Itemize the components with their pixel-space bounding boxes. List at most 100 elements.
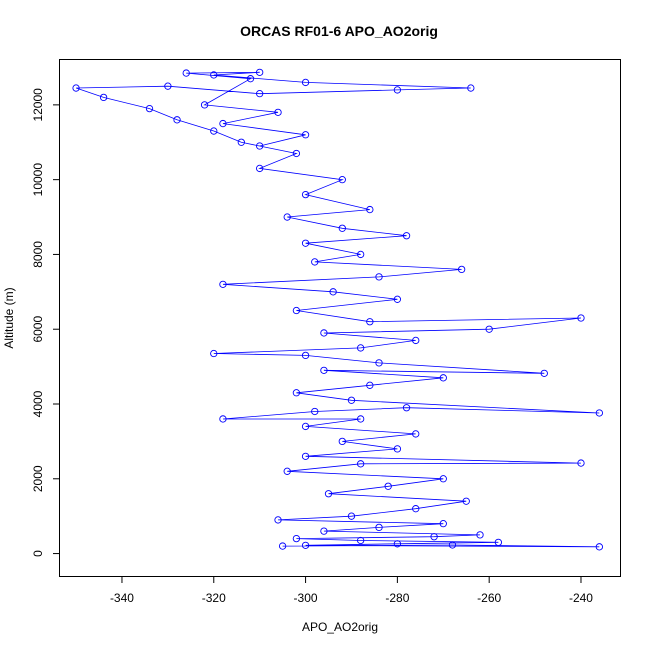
y-tick-label: 2000: [31, 465, 45, 492]
y-axis: 0 2000 4000 6000 8000 10000 12000: [31, 88, 60, 557]
data-point: [301, 190, 310, 199]
data-point: [412, 336, 420, 345]
data-point: [393, 445, 402, 453]
data-point: [375, 523, 383, 532]
chart-title: ORCAS RF01-6 APO_AO2orig: [240, 23, 438, 39]
data-point: [72, 84, 80, 92]
data-point: [200, 101, 209, 109]
data-point: [173, 116, 181, 124]
data-point: [476, 531, 484, 539]
data-point: [301, 78, 310, 87]
data-point: [448, 541, 457, 549]
data-point: [457, 265, 466, 274]
data-point: [301, 131, 310, 139]
data-point: [301, 351, 310, 360]
data-point: [366, 318, 374, 326]
data-point: [219, 280, 227, 288]
data-point: [301, 452, 310, 460]
data-point: [292, 149, 301, 158]
data-point: [237, 138, 245, 146]
x-tick-label: -320: [202, 591, 226, 605]
data-point: [347, 396, 356, 404]
data-point: [338, 437, 346, 446]
data-point: [329, 288, 337, 296]
data-point: [412, 430, 420, 438]
data-point: [256, 164, 264, 173]
data-point: [595, 543, 603, 551]
data-point: [145, 104, 154, 113]
data-point: [347, 512, 356, 520]
x-tick-label: -240: [569, 591, 593, 605]
series-line: [75, 71, 600, 548]
data-point: [182, 69, 190, 77]
data-point: [219, 119, 227, 128]
data-point: [439, 374, 447, 382]
y-tick-label: 4000: [31, 390, 45, 417]
data-point: [595, 409, 603, 417]
series-layer: [72, 68, 603, 551]
data-point: [324, 490, 333, 498]
data-point: [439, 520, 447, 528]
data-point: [274, 108, 282, 116]
data-point: [301, 422, 310, 431]
data-point: [164, 82, 172, 90]
data-point: [439, 475, 447, 483]
data-point: [384, 482, 392, 490]
x-tick-label: -300: [294, 591, 318, 605]
data-point: [357, 250, 365, 259]
data-point: [210, 71, 218, 79]
data-point: [338, 224, 346, 232]
data-point: [320, 329, 328, 337]
data-point: [402, 404, 411, 412]
x-axis-label: APO_AO2orig: [302, 620, 378, 634]
data-point: [393, 295, 402, 303]
data-point: [274, 516, 282, 524]
x-tick-label: -260: [477, 591, 501, 605]
data-point: [375, 359, 383, 367]
data-point: [338, 176, 346, 184]
data-point: [375, 273, 383, 281]
data-point: [393, 540, 402, 548]
data-point: [357, 536, 365, 545]
data-point: [412, 505, 420, 513]
y-tick-label: 6000: [31, 316, 45, 343]
data-point: [219, 415, 227, 423]
plot-frame: [59, 59, 621, 577]
data-point: [278, 542, 287, 550]
x-tick-label: -280: [385, 591, 409, 605]
data-point: [301, 239, 310, 247]
data-point: [485, 325, 493, 333]
data-point: [210, 349, 218, 358]
data-point: [393, 86, 402, 94]
y-tick-label: 0: [31, 550, 45, 557]
data-point: [494, 538, 503, 546]
data-point: [540, 369, 548, 377]
data-point: [357, 460, 365, 468]
data-point: [246, 75, 255, 83]
data-point: [357, 415, 365, 423]
data-point: [577, 459, 585, 467]
data-point: [577, 314, 585, 322]
y-tick-label: 8000: [31, 241, 45, 268]
data-point: [357, 344, 365, 352]
data-point: [283, 467, 291, 475]
data-point: [301, 541, 310, 549]
data-point: [366, 381, 374, 389]
data-point: [320, 366, 328, 374]
data-point: [467, 84, 475, 92]
x-tick-label: -340: [110, 591, 134, 605]
data-point: [256, 68, 264, 76]
data-point: [292, 306, 301, 315]
y-tick-label: 10000: [31, 163, 45, 197]
data-point: [402, 232, 411, 240]
data-point: [320, 527, 328, 535]
data-point: [99, 93, 108, 102]
y-axis-label: Altitude (m): [2, 287, 16, 348]
data-point: [430, 533, 438, 541]
y-tick-label: 12000: [31, 88, 45, 122]
data-point: [292, 389, 301, 397]
x-axis: -340 -320 -300 -280 -260 -240: [110, 576, 593, 605]
data-point: [256, 90, 264, 98]
